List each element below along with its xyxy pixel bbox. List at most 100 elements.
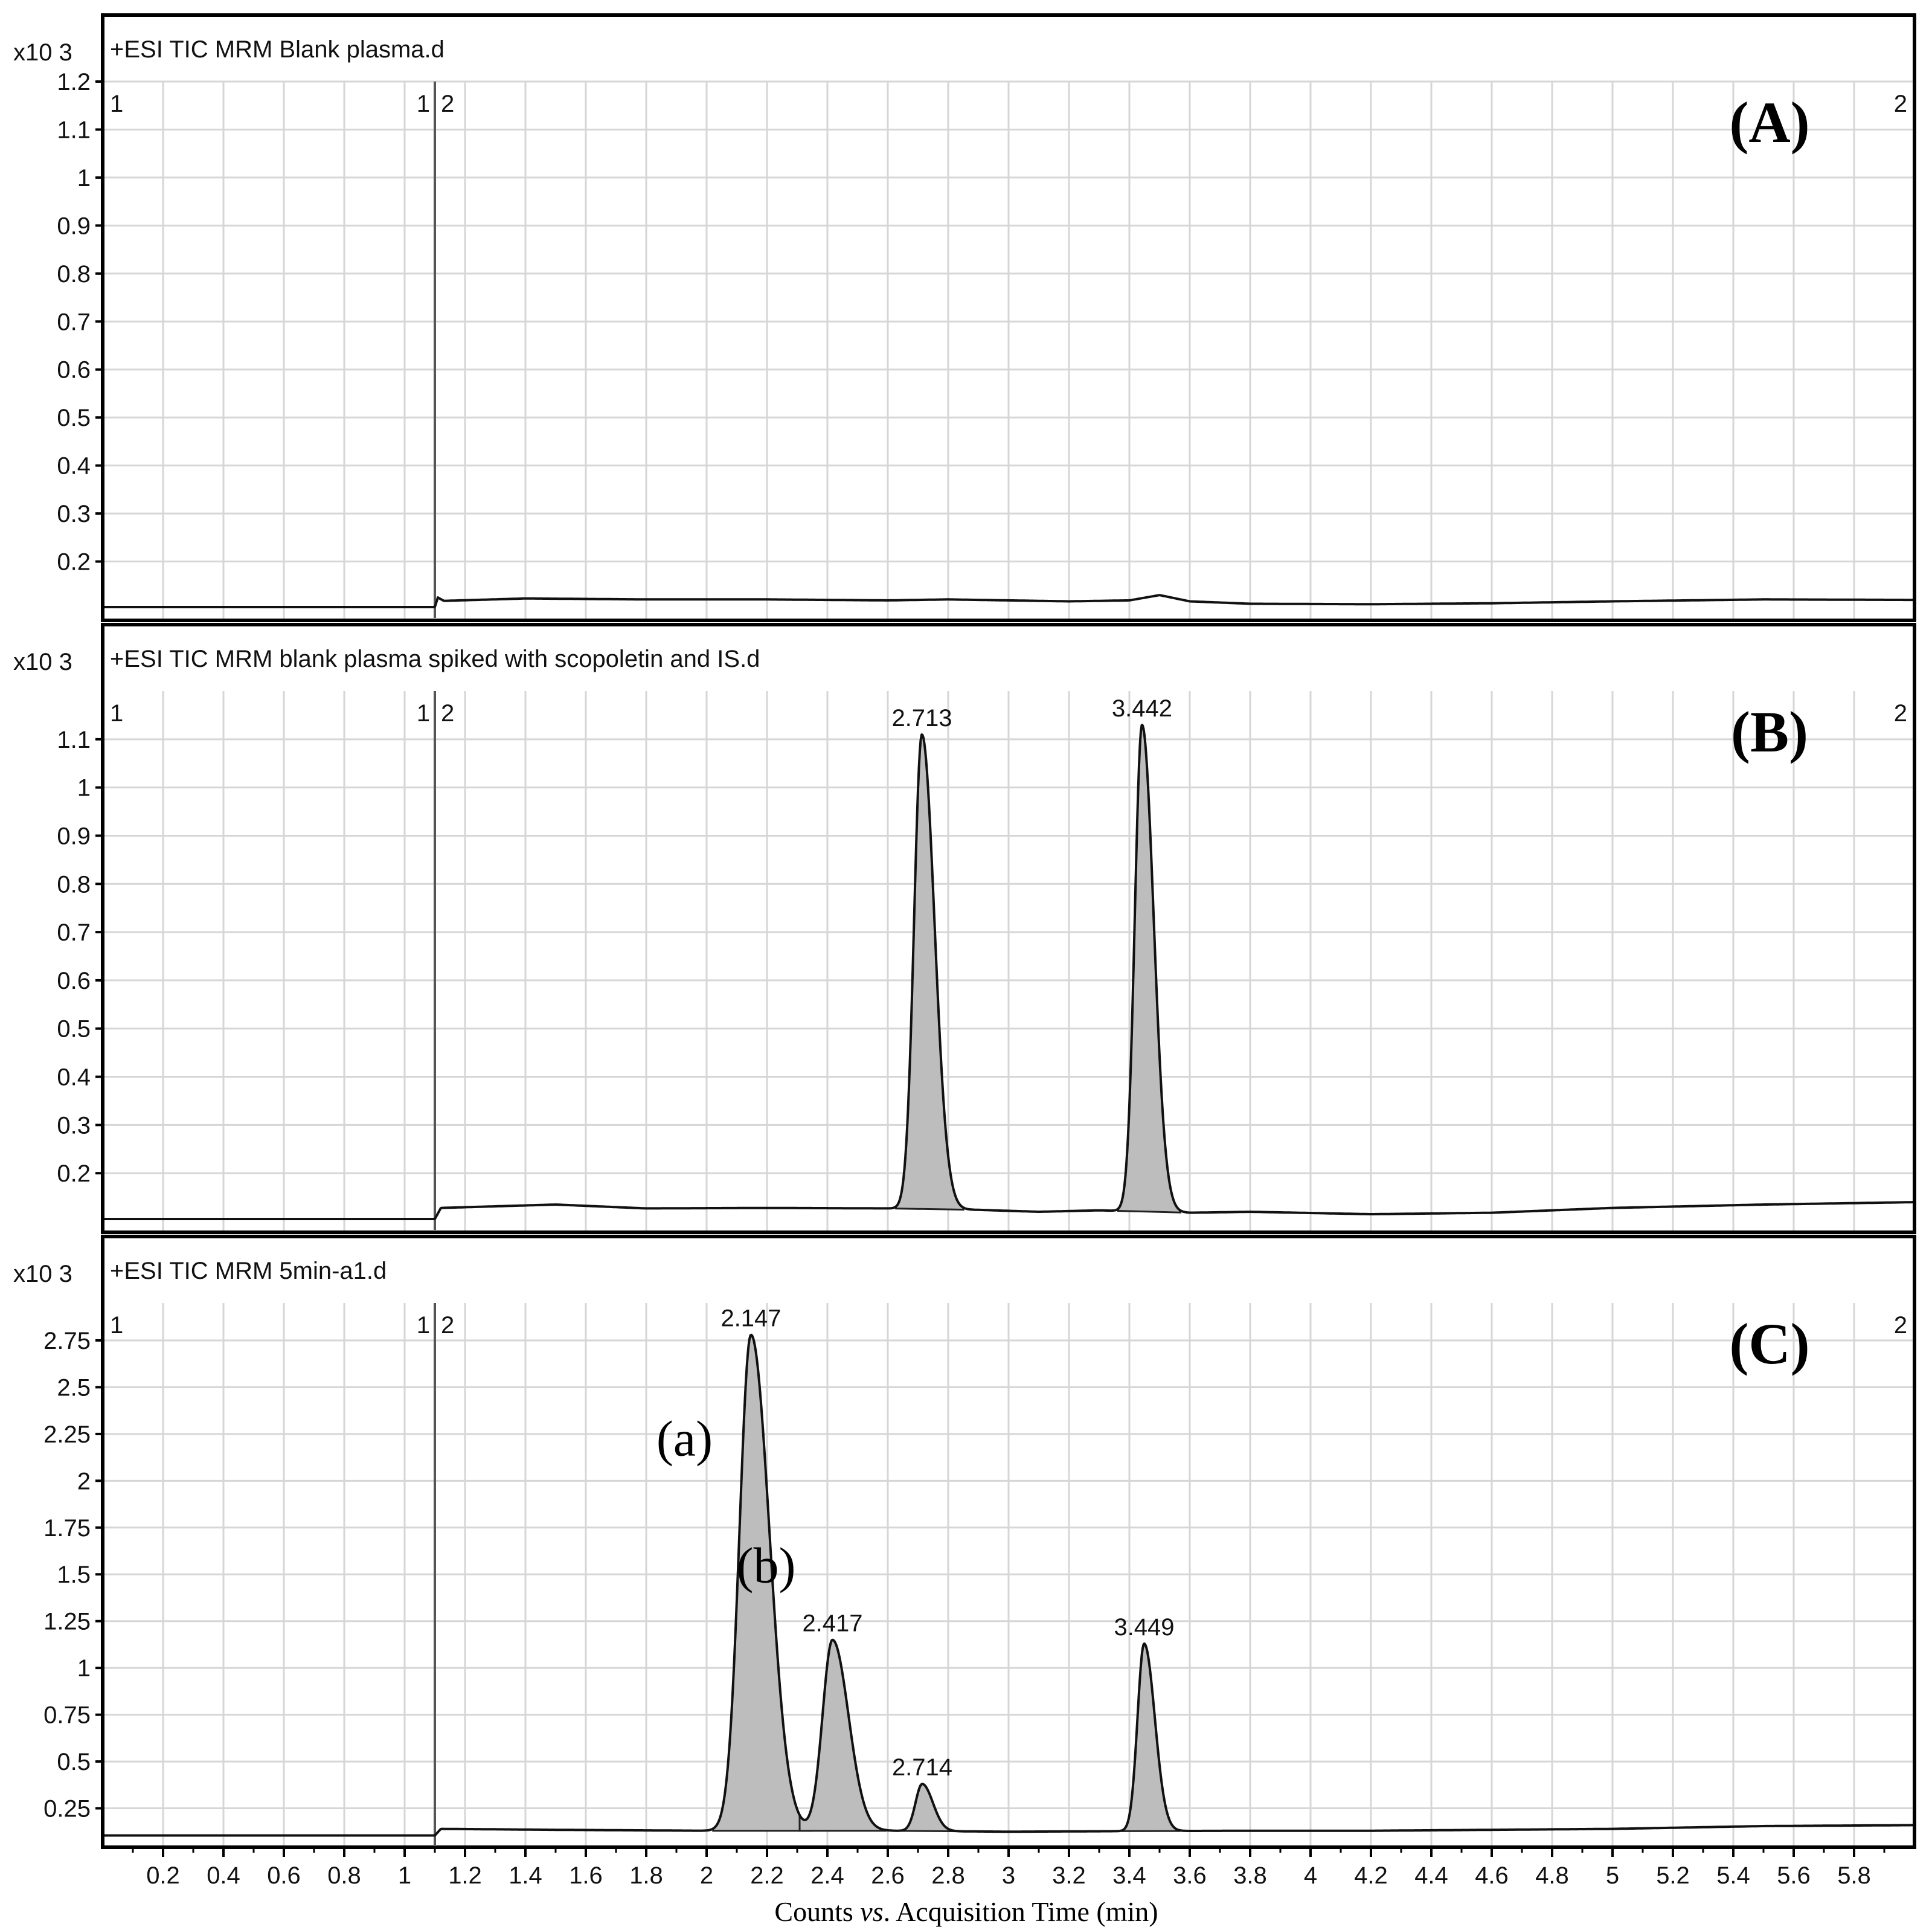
y-tick-label: 0.8: [57, 261, 91, 288]
x-tick-label: 4.4: [1414, 1862, 1448, 1889]
panel-title: +ESI TIC MRM blank plasma spiked with sc…: [110, 646, 760, 672]
tic-trace: [102, 594, 1915, 608]
x-tick-label: 1: [398, 1862, 411, 1889]
y-tick-label: 1.25: [43, 1609, 91, 1635]
y-tick-label: 0.2: [57, 549, 91, 576]
x-tick-label: 3.2: [1052, 1862, 1086, 1889]
tic-trace: [102, 1333, 1915, 1837]
y-tick-label: 1: [77, 775, 91, 802]
y-tick-label: 0.2: [57, 1160, 91, 1187]
segment-marker: 1: [110, 91, 123, 117]
peak-label: 3.442: [1112, 695, 1172, 722]
y-tick-label: 1: [77, 1655, 91, 1682]
x-tick-label: 5.4: [1716, 1862, 1750, 1889]
segment-marker: 1: [417, 700, 430, 727]
peak-label: 2.713: [891, 705, 952, 732]
x-tick-label: 1.4: [509, 1862, 542, 1889]
y-tick-label: 0.9: [57, 213, 91, 239]
x-tick-label: 5.6: [1777, 1862, 1811, 1889]
peak-annotation: (a): [656, 1411, 713, 1467]
y-tick-label: 1.5: [57, 1562, 91, 1588]
segment-marker: 1: [110, 700, 123, 727]
panel-letter: (C): [1729, 1311, 1809, 1376]
y-tick-label: 2.25: [43, 1421, 91, 1448]
segment-marker: 1: [417, 1312, 430, 1339]
x-axis-label: Counts vs. Acquisition Time (min): [774, 1896, 1158, 1927]
peak-label: 2.417: [802, 1610, 862, 1637]
y-tick-label: 1.1: [57, 117, 91, 143]
panel-title: +ESI TIC MRM 5min-a1.d: [110, 1258, 387, 1284]
x-axis: 0.2 0.4 0.6 0.8 1 1.2 1.4 1.6 1.8 2 2.2 2.4 2.6 2.8 3 3…: [103, 1845, 1914, 1889]
y-tick-label: 1: [77, 165, 91, 191]
y-tick-label: 0.25: [43, 1796, 91, 1822]
y-tick-label: 0.3: [57, 501, 91, 527]
x-tick-label: 0.6: [267, 1862, 301, 1889]
segment-marker: 2: [441, 700, 454, 727]
x-tick-label: 2.4: [810, 1862, 844, 1889]
x-tick-label: 2: [700, 1862, 713, 1889]
segment-marker: 2: [1894, 700, 1907, 727]
x-tick-label: 4.8: [1535, 1862, 1569, 1889]
x-tick-label: 4.2: [1354, 1862, 1388, 1889]
segment-marker: 1: [110, 1312, 123, 1339]
y-multiplier: x10 3: [13, 39, 72, 66]
segment-marker: 1: [417, 91, 430, 117]
y-tick-label: 0.9: [57, 823, 91, 849]
x-tick-label: 5.8: [1837, 1862, 1871, 1889]
x-tick-label: 3: [1002, 1862, 1015, 1889]
y-tick-label: 0.75: [43, 1702, 91, 1729]
x-tick-label: 2.6: [871, 1862, 905, 1889]
y-tick-label: 1.75: [43, 1515, 91, 1542]
panel-frame: [101, 623, 1916, 1234]
y-tick-label: 2.5: [57, 1374, 91, 1401]
x-tick-label: 0.4: [207, 1862, 240, 1889]
y-tick-label: 0.7: [57, 309, 91, 335]
x-tick-label: 2.2: [750, 1862, 784, 1889]
y-tick-label: 2.75: [43, 1328, 91, 1354]
tic-trace: [102, 724, 1915, 1220]
panel-frame: [101, 13, 1916, 622]
chart-panel-2: 1 1 2 2+ESI TIC MRM blank plasma spiked wit…: [13, 623, 1916, 1234]
peak-label: 2.147: [720, 1305, 781, 1332]
x-tick-label: 3.6: [1173, 1862, 1207, 1889]
y-tick-label: 0.4: [57, 1064, 91, 1091]
y-tick-label: 0.3: [57, 1112, 91, 1139]
y-tick-label: 0.5: [57, 405, 91, 431]
x-tick-label: 1.6: [569, 1862, 603, 1889]
y-tick-label: 0.6: [57, 968, 91, 994]
y-tick-label: 0.8: [57, 871, 91, 898]
y-tick-label: 0.6: [57, 357, 91, 384]
y-tick-label: 1.2: [57, 69, 91, 95]
x-tick-label: 0.8: [327, 1862, 361, 1889]
x-tick-label: 5: [1606, 1862, 1619, 1889]
x-tick-label: 4.6: [1475, 1862, 1509, 1889]
y-tick-label: 0.5: [57, 1016, 91, 1043]
y-tick-label: 0.5: [57, 1749, 91, 1775]
y-tick-label: 0.4: [57, 453, 91, 480]
y-tick-label: 1.1: [57, 727, 91, 753]
x-tick-label: 1.2: [448, 1862, 482, 1889]
peak-label: 3.449: [1114, 1614, 1174, 1641]
y-multiplier: x10 3: [13, 649, 72, 675]
y-tick-label: 2: [77, 1468, 91, 1494]
x-tick-label: 2.8: [931, 1862, 965, 1889]
y-tick-label: 0.7: [57, 919, 91, 946]
peak-label: 2.714: [892, 1754, 952, 1781]
x-tick-label: 4: [1304, 1862, 1317, 1889]
peak-annotation: (b): [737, 1538, 796, 1594]
x-tick-label: 3.4: [1112, 1862, 1146, 1889]
segment-marker: 2: [1894, 1312, 1907, 1339]
panel-letter: (A): [1729, 90, 1809, 155]
x-tick-label: 0.2: [146, 1862, 180, 1889]
panel-title: +ESI TIC MRM Blank plasma.d: [110, 36, 444, 63]
segment-marker: 2: [441, 1312, 454, 1339]
x-tick-label: 1.8: [629, 1862, 663, 1889]
y-multiplier: x10 3: [13, 1261, 72, 1287]
panel-letter: (B): [1731, 700, 1808, 764]
segment-marker: 2: [441, 91, 454, 117]
x-tick-label: 5.2: [1656, 1862, 1690, 1889]
